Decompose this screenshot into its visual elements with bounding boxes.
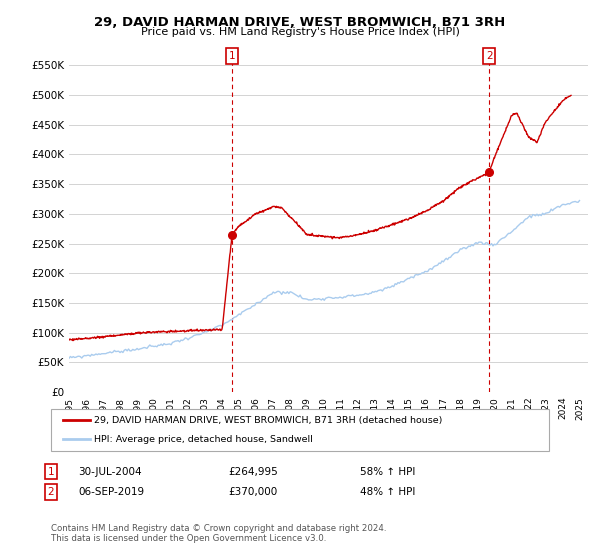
- Text: HPI: Average price, detached house, Sandwell: HPI: Average price, detached house, Sand…: [94, 435, 313, 444]
- Text: Price paid vs. HM Land Registry's House Price Index (HPI): Price paid vs. HM Land Registry's House …: [140, 27, 460, 37]
- Text: 29, DAVID HARMAN DRIVE, WEST BROMWICH, B71 3RH: 29, DAVID HARMAN DRIVE, WEST BROMWICH, B…: [94, 16, 506, 29]
- Text: 30-JUL-2004: 30-JUL-2004: [78, 466, 142, 477]
- Text: £370,000: £370,000: [228, 487, 277, 497]
- Text: £264,995: £264,995: [228, 466, 278, 477]
- Text: 2: 2: [47, 487, 55, 497]
- Text: 1: 1: [47, 466, 55, 477]
- Text: 29, DAVID HARMAN DRIVE, WEST BROMWICH, B71 3RH (detached house): 29, DAVID HARMAN DRIVE, WEST BROMWICH, B…: [94, 416, 443, 424]
- Text: Contains HM Land Registry data © Crown copyright and database right 2024.
This d: Contains HM Land Registry data © Crown c…: [51, 524, 386, 543]
- Text: 1: 1: [229, 51, 235, 61]
- Text: 06-SEP-2019: 06-SEP-2019: [78, 487, 144, 497]
- Text: 2: 2: [486, 51, 493, 61]
- Text: 48% ↑ HPI: 48% ↑ HPI: [360, 487, 415, 497]
- Text: 58% ↑ HPI: 58% ↑ HPI: [360, 466, 415, 477]
